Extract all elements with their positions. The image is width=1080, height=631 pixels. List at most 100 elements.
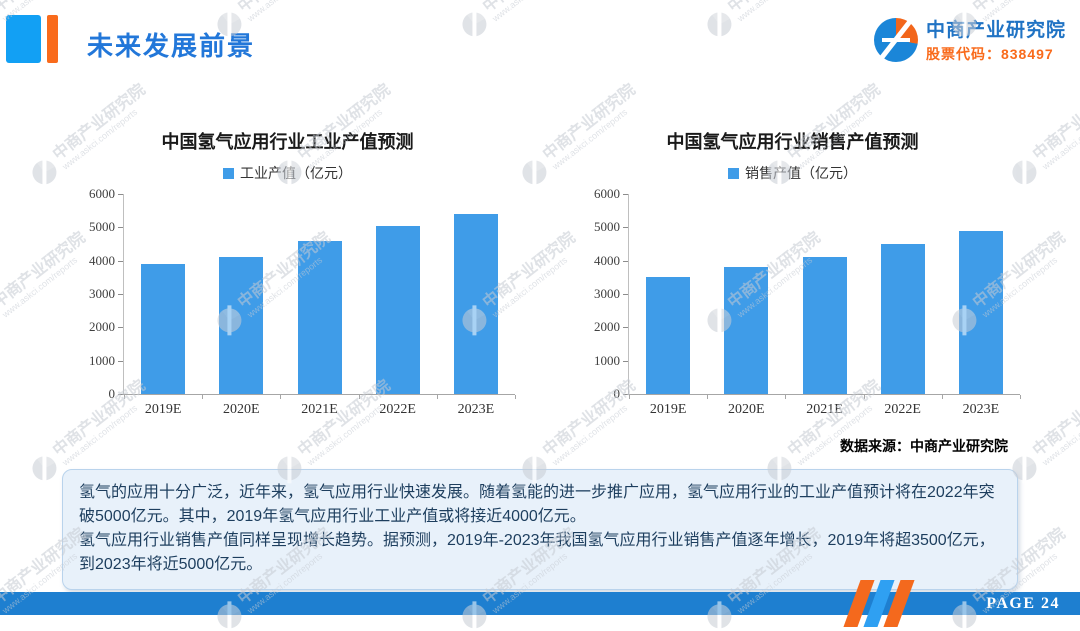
header-accent-orange-block	[47, 15, 58, 63]
y-axis-tick	[118, 227, 123, 229]
bar-slot	[359, 225, 437, 394]
x-axis-tick	[358, 395, 360, 399]
brand-logo: 中商产业研究院 股票代码：838497	[873, 15, 1066, 64]
x-axis-tick	[1020, 395, 1021, 399]
bar-plot: 0 1000 2000 3000 4000 5000 6000 2019E 2020E 2021E…	[560, 186, 1025, 429]
bar-slot	[124, 264, 202, 394]
bar-2023E	[958, 230, 1003, 394]
y-axis-tick	[118, 194, 123, 195]
watermark-logo-icon	[517, 155, 552, 190]
y-axis-tick-label: 0	[108, 386, 116, 401]
x-axis-tick	[629, 395, 630, 399]
bar-plot: 0 1000 2000 3000 4000 5000 6000 2019E 2020E 2021E…	[55, 186, 520, 429]
y-axis-tick	[623, 327, 628, 329]
y-axis-tick-label: 4000	[594, 252, 620, 268]
watermark-logo-icon	[0, 303, 2, 338]
chart-sales-output: 中国氢气应用行业销售产值预测 销售产值（亿元） 0 1000 2000 3000 400…	[560, 128, 1025, 429]
brand-logo-icon	[873, 17, 918, 62]
y-axis-tick	[118, 327, 123, 329]
bar-2020E	[724, 267, 769, 394]
y-axis-tick-label: 0	[613, 386, 621, 401]
x-axis-tick	[515, 395, 516, 399]
x-axis-line	[123, 394, 515, 395]
y-axis-tick-label: 3000	[594, 286, 620, 301]
bar-2019E	[646, 277, 691, 394]
y-axis-tick	[623, 227, 628, 229]
data-source-note: 数据来源：中商产业研究院	[840, 438, 1008, 454]
x-axis-label: 2020E	[223, 402, 260, 417]
legend-label: 销售产值（亿元）	[745, 167, 857, 182]
chart-industrial-output: 中国氢气应用行业工业产值预测 工业产值（亿元） 0 1000 2000 3000 400…	[55, 128, 520, 429]
footer-stripes-decoration	[843, 580, 915, 627]
chart-legend: 销售产值（亿元）	[560, 163, 1025, 183]
x-axis-label: 2023E	[457, 402, 495, 417]
legend-swatch-icon	[223, 167, 234, 179]
y-axis-tick	[623, 194, 628, 195]
y-axis-tick	[118, 360, 123, 362]
bar-slot	[280, 240, 358, 394]
y-axis-line	[628, 194, 629, 395]
y-axis-tick-label: 1000	[89, 352, 115, 368]
x-axis-label: 2021E	[301, 402, 338, 417]
watermark-logo-icon	[27, 451, 62, 486]
bar-2021E	[297, 240, 342, 394]
y-axis-tick	[118, 394, 123, 395]
x-axis-tick	[863, 395, 865, 399]
x-axis-tick	[707, 395, 709, 399]
y-axis-line	[123, 194, 124, 395]
summary-text-box: 氢气的应用十分广泛，近年来，氢气应用行业快速发展。随着氢能的进一步推广应用，氢气…	[62, 469, 1018, 590]
summary-paragraph: 氢气的应用十分广泛，近年来，氢气应用行业快速发展。随着氢能的进一步推广应用，氢气…	[79, 484, 995, 525]
chart-legend: 工业产值（亿元）	[55, 163, 520, 183]
x-axis-label: 2021E	[806, 402, 843, 417]
bar-slot	[942, 230, 1020, 394]
bar-slot	[785, 257, 863, 394]
y-axis-tick-label: 5000	[594, 219, 620, 235]
y-axis-tick-label: 1000	[594, 352, 620, 368]
x-axis-tick	[124, 395, 125, 399]
y-axis-tick-label: 6000	[594, 186, 620, 201]
x-axis-tick	[785, 395, 787, 399]
y-axis-tick-label: 3000	[89, 286, 115, 301]
bar-2022E	[375, 225, 420, 394]
x-axis-label: 2019E	[144, 402, 182, 417]
bars-group	[629, 194, 1020, 394]
y-axis-tick	[623, 294, 628, 295]
bar-2022E	[880, 244, 925, 394]
y-axis-tick-label: 2000	[594, 319, 620, 335]
x-axis-line	[628, 394, 1020, 395]
x-axis-label: 2022E	[884, 402, 921, 417]
y-axis-tick	[623, 394, 628, 395]
y-axis-tick-label: 2000	[89, 319, 115, 335]
watermark-logo-icon	[457, 7, 492, 42]
bar-2019E	[141, 264, 186, 394]
bar-slot	[202, 257, 280, 394]
x-axis-tick	[280, 395, 282, 399]
summary-paragraph: 氢气应用行业销售产值同样呈现增长趋势。据预测，2019年-2023年我国氢气应用…	[79, 532, 995, 573]
x-axis-label: 2019E	[649, 402, 687, 417]
bars-group	[124, 194, 515, 394]
y-axis-tick-label: 4000	[89, 252, 115, 268]
header-accent-blue-block	[6, 15, 41, 63]
y-axis-tick-label: 5000	[89, 219, 115, 235]
x-axis-ticks	[124, 395, 516, 399]
x-axis-label: 2020E	[728, 402, 765, 417]
bar-2023E	[453, 214, 498, 394]
x-axis-label: 2022E	[379, 402, 416, 417]
bar-slot	[629, 277, 707, 394]
chart-title: 中国氢气应用行业销售产值预测	[666, 132, 919, 152]
watermark-logo-icon	[702, 7, 737, 42]
page-number-label: PAGE 24	[986, 595, 1060, 612]
x-axis-label: 2023E	[962, 402, 1000, 417]
bar-slot	[707, 267, 785, 394]
x-axis-labels: 2019E 2020E 2021E 2022E 2023E	[124, 402, 515, 418]
chart-title: 中国氢气应用行业工业产值预测	[161, 132, 414, 152]
watermark-logo-icon	[0, 7, 2, 42]
